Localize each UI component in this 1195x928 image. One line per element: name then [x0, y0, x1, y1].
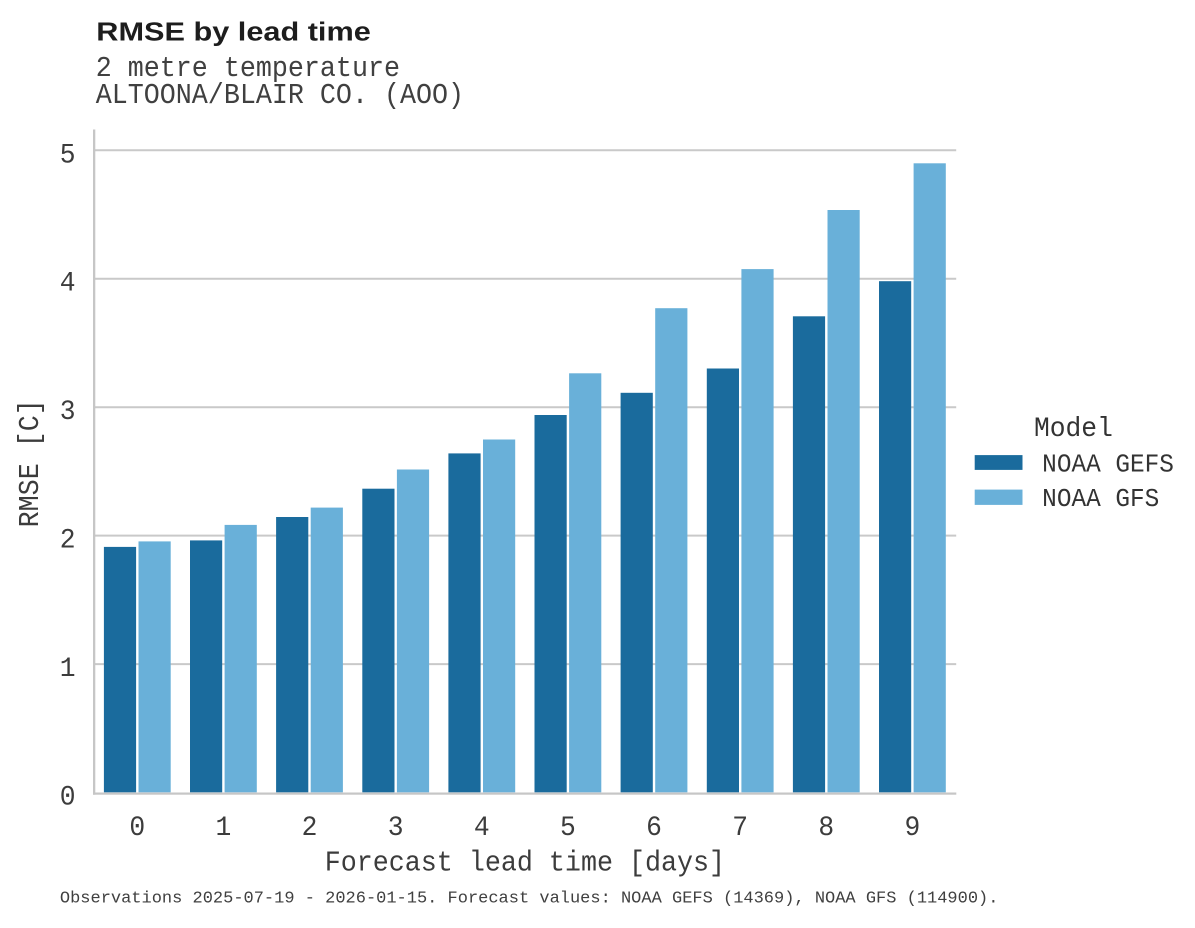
svg-text:RMSE [C]: RMSE [C]: [15, 399, 47, 527]
svg-text:9: 9: [905, 812, 921, 844]
svg-text:Forecast lead time [days]: Forecast lead time [days]: [325, 848, 725, 880]
svg-text:7: 7: [732, 812, 748, 844]
svg-text:Observations 2025-07-19 - 2026: Observations 2025-07-19 - 2026-01-15. Fo…: [60, 890, 999, 909]
svg-text:1: 1: [216, 812, 232, 844]
svg-text:1: 1: [60, 653, 76, 685]
svg-text:2: 2: [60, 525, 76, 557]
svg-text:4: 4: [474, 812, 490, 844]
svg-text:RMSE by lead time: RMSE by lead time: [96, 16, 371, 46]
svg-text:NOAA GFS: NOAA GFS: [1042, 485, 1159, 515]
svg-text:ALTOONA/BLAIR CO. (AOO): ALTOONA/BLAIR CO. (AOO): [96, 80, 464, 112]
svg-text:3: 3: [60, 397, 76, 429]
svg-text:2: 2: [302, 812, 318, 844]
svg-text:8: 8: [818, 812, 834, 844]
svg-text:0: 0: [60, 782, 76, 814]
svg-text:4: 4: [60, 268, 76, 300]
svg-text:0: 0: [129, 812, 145, 844]
svg-text:3: 3: [388, 812, 404, 844]
svg-text:Model: Model: [1034, 413, 1113, 445]
svg-text:2 metre temperature: 2 metre temperature: [96, 54, 400, 86]
svg-text:NOAA GEFS: NOAA GEFS: [1042, 450, 1174, 480]
svg-text:6: 6: [646, 812, 662, 844]
svg-text:5: 5: [60, 140, 76, 172]
svg-text:5: 5: [560, 812, 576, 844]
